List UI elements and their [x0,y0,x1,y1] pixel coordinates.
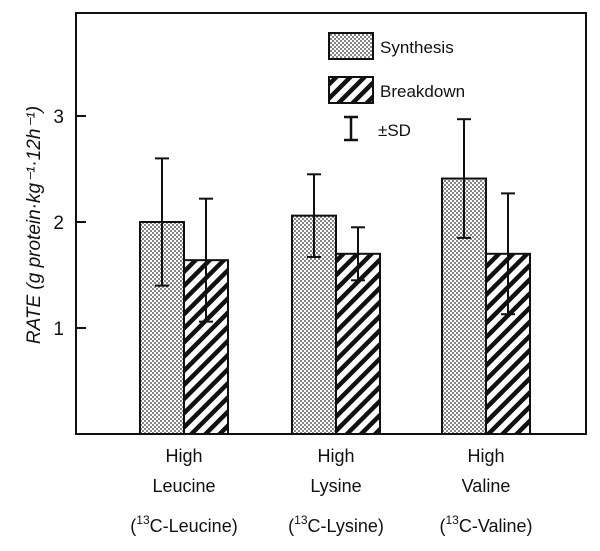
legend-label-synthesis: Synthesis [380,38,454,57]
y-axis-ticks: 1 2 3 [53,107,86,340]
tracer-rest: C-Lysine) [308,516,384,536]
category-label-1: High Lysine (13C-Lysine) [288,446,384,536]
y-axis-label: RATE (g protein·kg⁻¹·12h⁻¹) [24,106,45,344]
category-line2: Valine [462,476,511,496]
category-tracer: (13C-Lysine) [288,513,384,536]
tracer-rest: C-Valine) [459,516,533,536]
legend-swatch-breakdown [328,76,374,104]
category-tracer: (13C-Valine) [439,513,532,536]
legend-sd-icon [344,115,358,142]
category-line2: Leucine [152,476,215,496]
legend-label-breakdown: Breakdown [380,82,465,101]
tracer-sup: 13 [294,513,308,527]
category-label-0: High Leucine (13C-Leucine) [130,446,237,536]
tracer-rest: C-Leucine) [150,516,238,536]
category-line2: Lysine [310,476,361,496]
tracer-prefix: ( [439,516,445,536]
category-line1: High [467,446,504,466]
bars-group [139,118,531,435]
tracer-sup: 13 [445,513,459,527]
y-tick-label: 1 [53,319,64,340]
bar-breakdown [335,252,381,435]
legend-label-sd: ±SD [378,121,411,140]
legend: Synthesis Breakdown ±SD [328,32,465,142]
legend-swatch-synthesis [328,32,374,60]
category-line1: High [165,446,202,466]
tracer-prefix: ( [288,516,294,536]
y-tick-label: 2 [53,213,64,234]
tracer-prefix: ( [130,516,136,536]
category-tracer: (13C-Leucine) [130,513,237,536]
category-label-2: High Valine (13C-Valine) [439,446,532,536]
y-tick-label: 3 [53,107,64,128]
tracer-sup: 13 [136,513,150,527]
category-line1: High [317,446,354,466]
